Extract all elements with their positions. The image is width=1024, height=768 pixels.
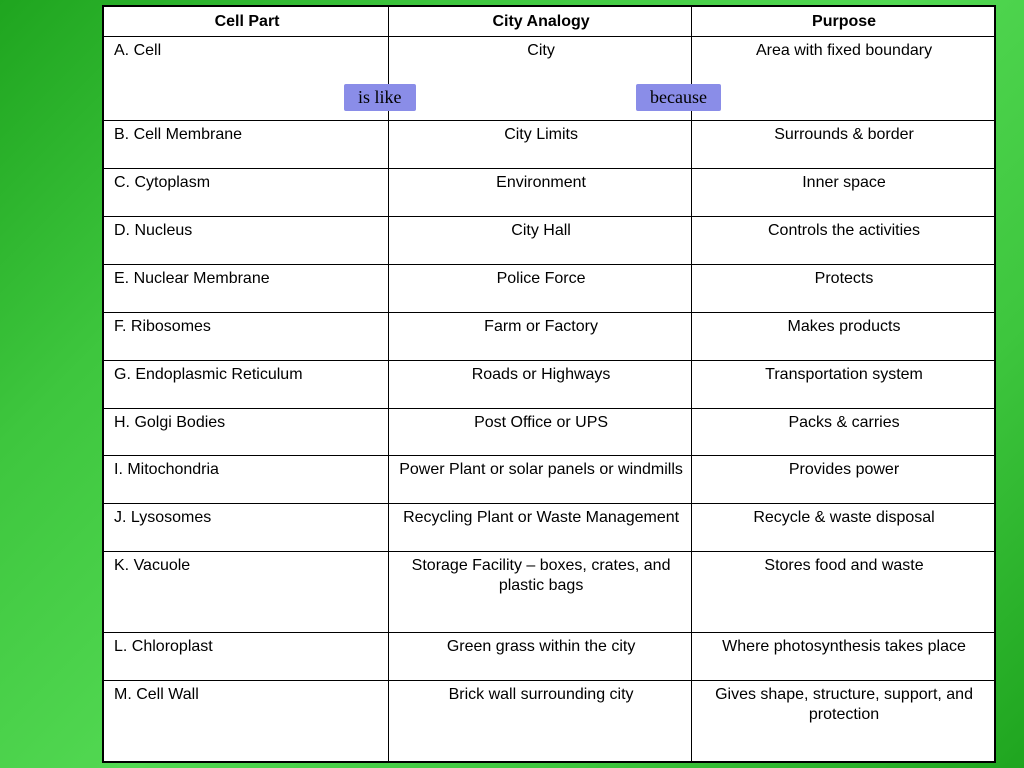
cell-purpose: Gives shape, structure, support, and pro… <box>692 681 995 762</box>
analogy-table: Cell Part City Analogy Purpose A. Cell C… <box>103 6 995 762</box>
col-header-cell-part: Cell Part <box>104 7 389 37</box>
cell-purpose: Transportation system <box>692 360 995 408</box>
analogy-table-container: Cell Part City Analogy Purpose A. Cell C… <box>102 5 996 763</box>
cell-part: I. Mitochondria <box>104 456 389 504</box>
table-row: I. Mitochondria Power Plant or solar pan… <box>104 456 995 504</box>
cell-part: E. Nuclear Membrane <box>104 264 389 312</box>
connector-label-because: because <box>636 84 721 111</box>
cell-analogy: City Limits <box>389 121 692 169</box>
table-row: L. Chloroplast Green grass within the ci… <box>104 633 995 681</box>
table-row: M. Cell Wall Brick wall surrounding city… <box>104 681 995 762</box>
cell-part: G. Endoplasmic Reticulum <box>104 360 389 408</box>
cell-purpose: Inner space <box>692 169 995 217</box>
col-header-purpose: Purpose <box>692 7 995 37</box>
cell-analogy: Brick wall surrounding city <box>389 681 692 762</box>
cell-purpose: Area with fixed boundary <box>692 37 995 121</box>
cell-analogy: Storage Facility – boxes, crates, and pl… <box>389 552 692 633</box>
cell-purpose: Protects <box>692 264 995 312</box>
cell-purpose: Controls the activities <box>692 217 995 265</box>
table-header-row: Cell Part City Analogy Purpose <box>104 7 995 37</box>
cell-analogy: Environment <box>389 169 692 217</box>
cell-part: K. Vacuole <box>104 552 389 633</box>
cell-analogy: Power Plant or solar panels or windmills <box>389 456 692 504</box>
cell-analogy: Roads or Highways <box>389 360 692 408</box>
cell-part: B. Cell Membrane <box>104 121 389 169</box>
cell-part: F. Ribosomes <box>104 312 389 360</box>
table-row: F. Ribosomes Farm or Factory Makes produ… <box>104 312 995 360</box>
cell-part: J. Lysosomes <box>104 504 389 552</box>
cell-purpose: Stores food and waste <box>692 552 995 633</box>
table-row: G. Endoplasmic Reticulum Roads or Highwa… <box>104 360 995 408</box>
cell-purpose: Recycle & waste disposal <box>692 504 995 552</box>
cell-purpose: Makes products <box>692 312 995 360</box>
cell-analogy: Recycling Plant or Waste Management <box>389 504 692 552</box>
cell-analogy: Farm or Factory <box>389 312 692 360</box>
cell-part: H. Golgi Bodies <box>104 408 389 456</box>
cell-analogy: Green grass within the city <box>389 633 692 681</box>
table-row: A. Cell City Area with fixed boundary <box>104 37 995 121</box>
cell-purpose: Packs & carries <box>692 408 995 456</box>
cell-analogy: City Hall <box>389 217 692 265</box>
table-row: H. Golgi Bodies Post Office or UPS Packs… <box>104 408 995 456</box>
cell-part: M. Cell Wall <box>104 681 389 762</box>
cell-purpose: Surrounds & border <box>692 121 995 169</box>
cell-purpose: Provides power <box>692 456 995 504</box>
table-row: J. Lysosomes Recycling Plant or Waste Ma… <box>104 504 995 552</box>
col-header-city-analogy: City Analogy <box>389 7 692 37</box>
cell-purpose: Where photosynthesis takes place <box>692 633 995 681</box>
table-row: D. Nucleus City Hall Controls the activi… <box>104 217 995 265</box>
cell-analogy: Post Office or UPS <box>389 408 692 456</box>
table-row: K. Vacuole Storage Facility – boxes, cra… <box>104 552 995 633</box>
cell-part: L. Chloroplast <box>104 633 389 681</box>
cell-analogy: Police Force <box>389 264 692 312</box>
table-row: B. Cell Membrane City Limits Surrounds &… <box>104 121 995 169</box>
table-row: C. Cytoplasm Environment Inner space <box>104 169 995 217</box>
table-row: E. Nuclear Membrane Police Force Protect… <box>104 264 995 312</box>
cell-part: D. Nucleus <box>104 217 389 265</box>
connector-label-is-like: is like <box>344 84 416 111</box>
cell-part: C. Cytoplasm <box>104 169 389 217</box>
